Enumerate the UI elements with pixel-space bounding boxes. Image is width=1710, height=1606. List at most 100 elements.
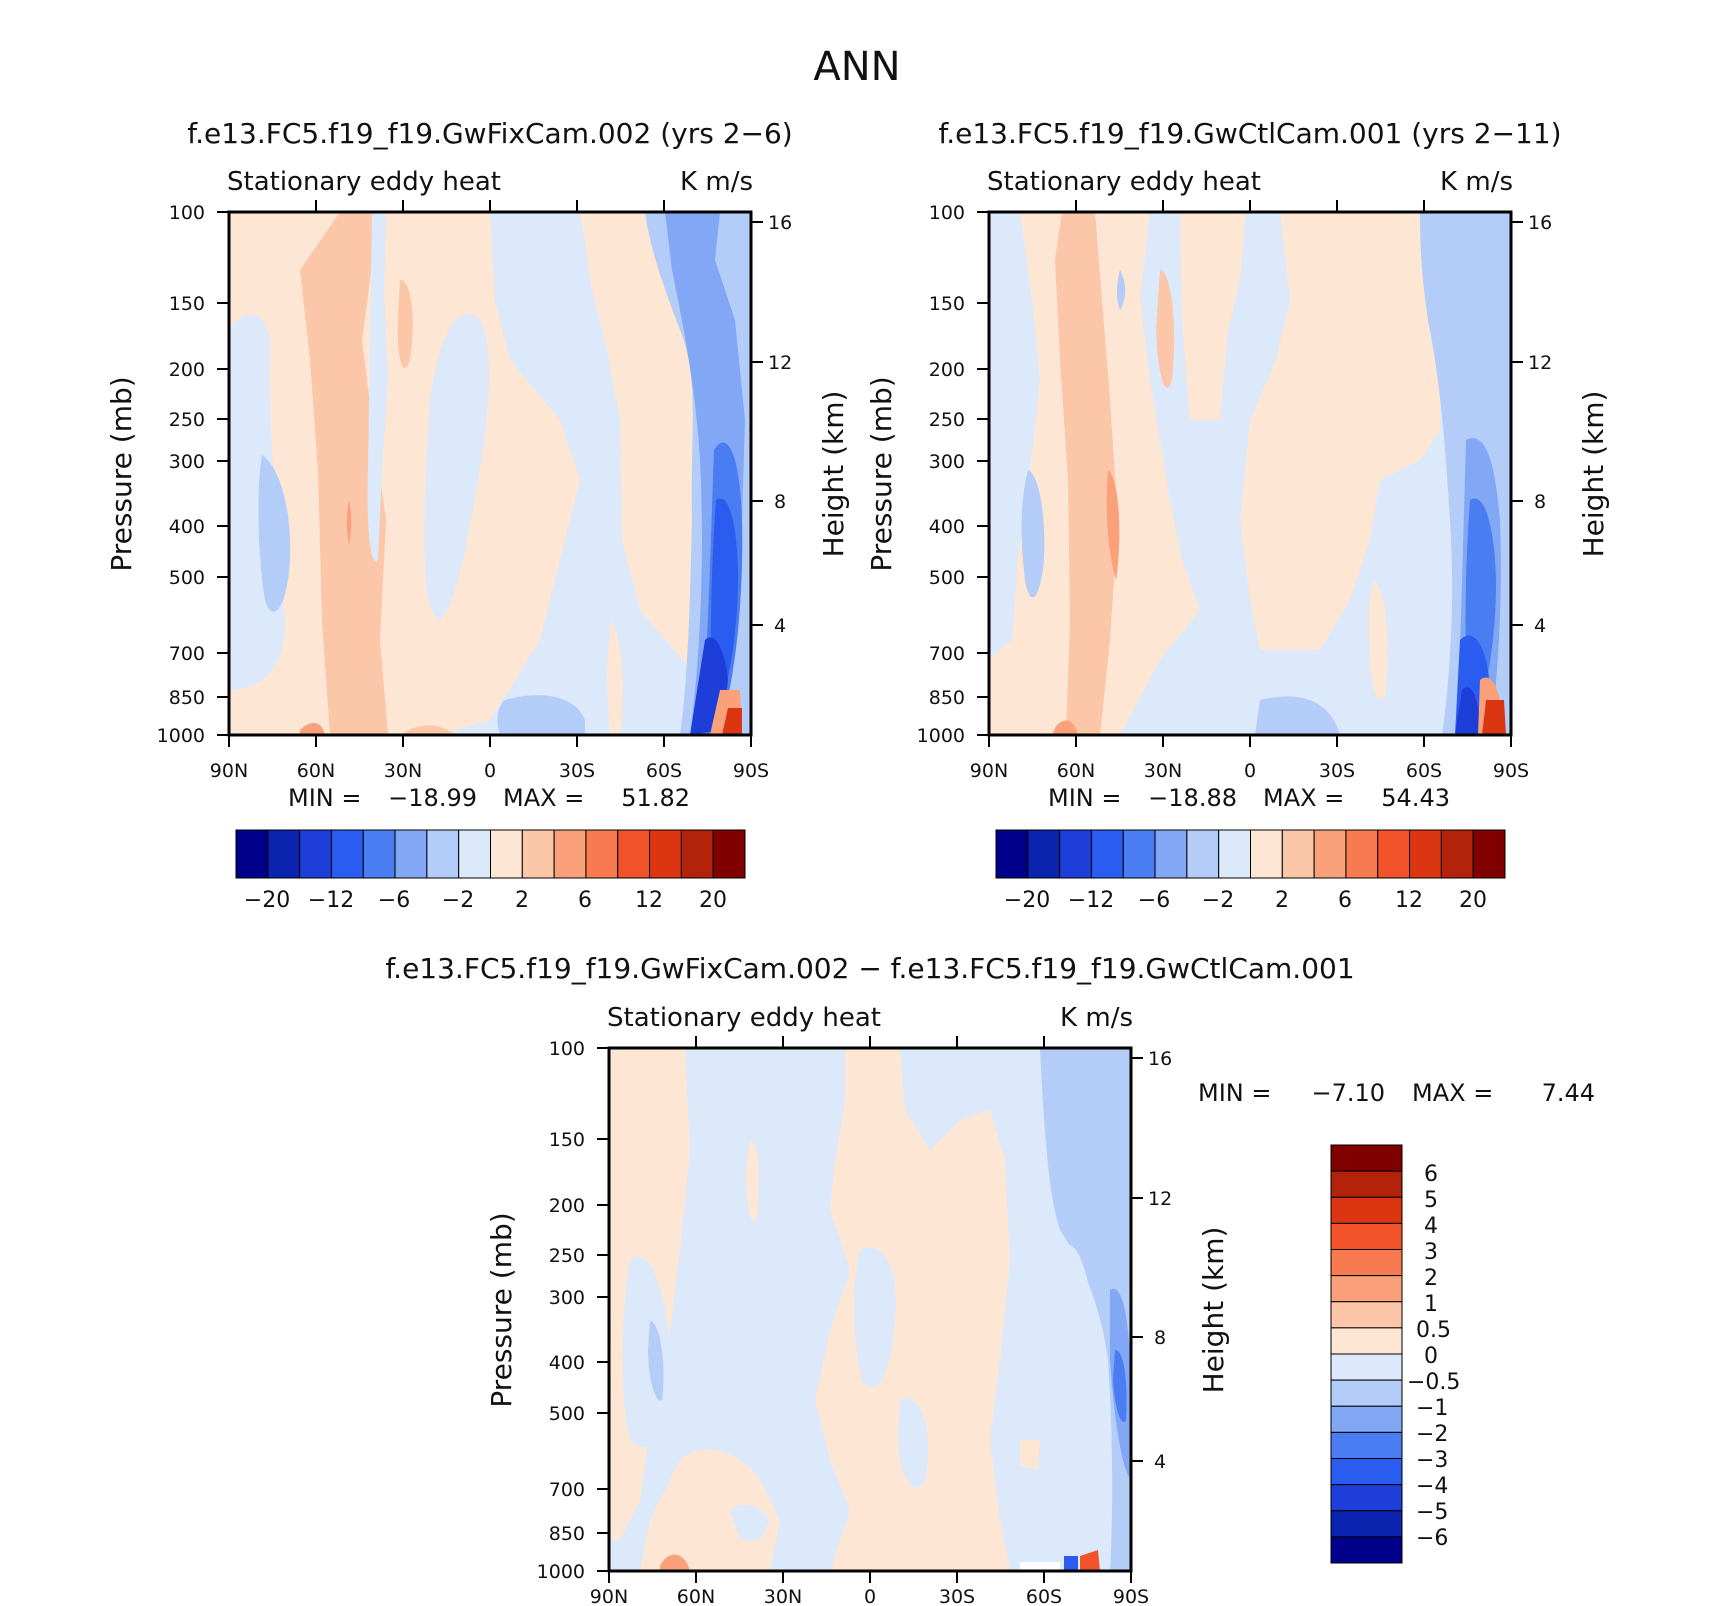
panel-c-axes (597, 1036, 1143, 1583)
x-tick-label: 90N (970, 760, 1008, 782)
colorbar-box (1330, 1222, 1403, 1250)
x-tick-label: 90S (1113, 1586, 1149, 1606)
colorbar-box (458, 829, 491, 879)
colorbar-tick-label: −1 (1416, 1396, 1448, 1421)
colorbar-tick-label: −2 (442, 888, 474, 913)
y-tick-label: 150 (929, 293, 965, 315)
colorbar-box (1027, 829, 1061, 879)
panel-b-max-value: 54.43 (1381, 784, 1450, 812)
colorbar-box (1440, 829, 1474, 879)
y-tick-label: 150 (549, 1129, 585, 1151)
panel-b-max-label: MAX = (1263, 784, 1344, 812)
colorbar-box (1059, 829, 1092, 879)
colorbar-tick-label: 2 (1424, 1266, 1438, 1291)
y-tick-label: 200 (169, 359, 205, 381)
x-tick-label: 60S (1026, 1586, 1062, 1606)
y-tick-label: 500 (929, 567, 965, 589)
main-title: ANN (813, 44, 900, 90)
panel-b-colorbar-labels: −20 −12 −6 −2 2 6 12 20 (1004, 888, 1487, 913)
colorbar-tick-label: 6 (1338, 888, 1352, 913)
colorbar-tick-label: 0 (1424, 1344, 1438, 1369)
panel-c-height-tick-labels: 16 12 8 4 (1148, 1048, 1172, 1473)
y-tick-label: 100 (549, 1038, 585, 1060)
panel-c: f.e13.FC5.f19_f19.GwFixCam.002 − f.e13.F… (385, 952, 1595, 1606)
colorbar-box (1330, 1249, 1403, 1277)
colorbar-tick-label: −0.5 (1407, 1370, 1460, 1395)
colorbar-tick-label: −4 (1416, 1474, 1448, 1499)
colorbar-tick-label: 6 (578, 888, 592, 913)
colorbar-box (1472, 829, 1506, 879)
colorbar-box (394, 829, 428, 879)
y-tick-label: 250 (549, 1245, 585, 1267)
colorbar-tick-label: −6 (1416, 1526, 1448, 1551)
colorbar-box (1409, 829, 1442, 879)
height-tick-label: 12 (1528, 352, 1552, 374)
y-tick-label: 150 (169, 293, 205, 315)
colorbar-tick-label: −5 (1416, 1500, 1448, 1525)
height-tick-label: 12 (1148, 1188, 1172, 1210)
panel-b-min-label: MIN = (1048, 784, 1121, 812)
colorbar-box (553, 829, 587, 879)
x-tick-label: 30S (939, 1586, 975, 1606)
colorbar-box (1090, 829, 1124, 879)
panel-a-max-value: 51.82 (621, 784, 690, 812)
height-tick-label: 16 (1528, 212, 1552, 234)
panel-c-min-value: −7.10 (1311, 1079, 1385, 1107)
y-tick-label: 850 (549, 1523, 585, 1545)
y-tick-label: 850 (929, 687, 965, 709)
y-tick-label: 250 (169, 409, 205, 431)
panel-a: f.e13.FC5.f19_f19.GwFixCam.002 (yrs 2−6)… (105, 117, 850, 913)
x-tick-label: 90S (1493, 760, 1529, 782)
panel-a-axes (217, 200, 763, 747)
y-tick-label: 200 (549, 1195, 585, 1217)
colorbar-tick-label: 12 (1395, 888, 1423, 913)
panel-c-contour-field (609, 1048, 1131, 1571)
colorbar-box (490, 829, 523, 879)
colorbar-tick-label: −20 (1004, 888, 1050, 913)
colorbar-box (1122, 829, 1156, 879)
height-tick-label: 8 (1534, 491, 1546, 513)
colorbar-box (362, 829, 396, 879)
panel-c-subtitle-right: K m/s (1060, 1003, 1133, 1033)
x-tick-label: 30N (764, 1586, 802, 1606)
y-tick-label: 100 (169, 202, 205, 224)
y-tick-label: 850 (169, 687, 205, 709)
panel-a-height-tick-labels: 16 12 8 4 (768, 212, 792, 637)
x-tick-label: 0 (484, 760, 496, 782)
x-tick-label: 90N (210, 760, 248, 782)
colorbar-box (330, 829, 364, 879)
colorbar-box (1154, 829, 1188, 879)
x-tick-label: 60N (677, 1586, 715, 1606)
panel-a-contour-field (229, 212, 751, 735)
x-tick-label: 30N (384, 760, 422, 782)
panel-c-min-label: MIN = (1198, 1079, 1271, 1107)
colorbar-tick-label: 20 (699, 888, 727, 913)
colorbar-tick-label: −6 (378, 888, 410, 913)
height-tick-label: 12 (768, 352, 792, 374)
x-tick-label: 30S (559, 760, 595, 782)
panel-c-y-tick-labels: 100 150 200 250 300 400 500 700 850 1000 (537, 1038, 585, 1583)
panel-b-height-tick-labels: 16 12 8 4 (1528, 212, 1552, 637)
colorbar-box (995, 829, 1029, 879)
colorbar-tick-label: −12 (308, 888, 354, 913)
height-tick-label: 16 (768, 212, 792, 234)
x-tick-label: 60N (297, 760, 335, 782)
panel-a-subtitle-right: K m/s (680, 167, 753, 197)
panel-a-min-value: −18.99 (388, 784, 477, 812)
x-tick-label: 60N (1057, 760, 1095, 782)
colorbar-box (680, 829, 714, 879)
y-tick-label: 300 (929, 451, 965, 473)
y-tick-label: 700 (549, 1479, 585, 1501)
colorbar-box (585, 829, 619, 879)
x-tick-label: 0 (864, 1586, 876, 1606)
colorbar-box (1330, 1327, 1403, 1355)
y-tick-label: 100 (929, 202, 965, 224)
height-tick-label: 4 (774, 615, 786, 637)
panel-c-title: f.e13.FC5.f19_f19.GwFixCam.002 − f.e13.F… (385, 952, 1354, 985)
y-tick-label: 400 (549, 1352, 585, 1374)
colorbar-box (1377, 829, 1411, 879)
colorbar-tick-label: −2 (1416, 1422, 1448, 1447)
colorbar-box (1330, 1510, 1403, 1538)
colorbar-box (1330, 1379, 1403, 1407)
colorbar-tick-label: 5 (1424, 1188, 1438, 1213)
